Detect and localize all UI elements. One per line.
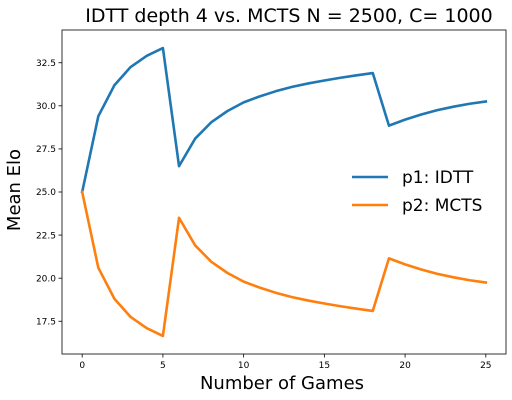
y-tick-label: 30.0 — [36, 102, 56, 112]
x-tick-label: 15 — [319, 361, 330, 371]
x-tick-label: 25 — [480, 361, 491, 371]
x-tick-label: 20 — [399, 361, 411, 371]
y-tick-label: 22.5 — [36, 231, 56, 241]
x-tick-label: 5 — [160, 361, 166, 371]
y-tick-label: 25.0 — [36, 188, 56, 198]
plot-frame — [61, 29, 507, 355]
legend-label-2: p2: MCTS — [402, 196, 482, 216]
plot-area — [61, 29, 507, 355]
y-tick-label: 32.5 — [36, 59, 56, 69]
x-axis-label: Number of Games — [200, 373, 364, 394]
x-axis: 0 5 10 15 20 25 — [79, 354, 492, 371]
legend-label-1: p1: IDTT — [402, 168, 474, 188]
y-tick-label: 27.5 — [36, 145, 56, 155]
chart-title: IDTT depth 4 vs. MCTS N = 2500, C= 1000 — [85, 5, 492, 27]
y-tick-label: 20.0 — [36, 274, 56, 284]
series-line-1 — [80, 46, 488, 194]
y-axis: 17.5 20.0 22.5 25.0 27.5 30.0 32.5 — [36, 59, 62, 327]
legend: p1: IDTT p2: MCTS — [352, 168, 482, 216]
series-lines — [80, 46, 488, 338]
series-line-2 — [80, 190, 488, 338]
x-tick-label: 0 — [79, 361, 85, 371]
y-tick-label: 17.5 — [36, 317, 56, 327]
x-tick-label: 10 — [238, 361, 250, 371]
y-axis-label: Mean Elo — [4, 149, 25, 231]
